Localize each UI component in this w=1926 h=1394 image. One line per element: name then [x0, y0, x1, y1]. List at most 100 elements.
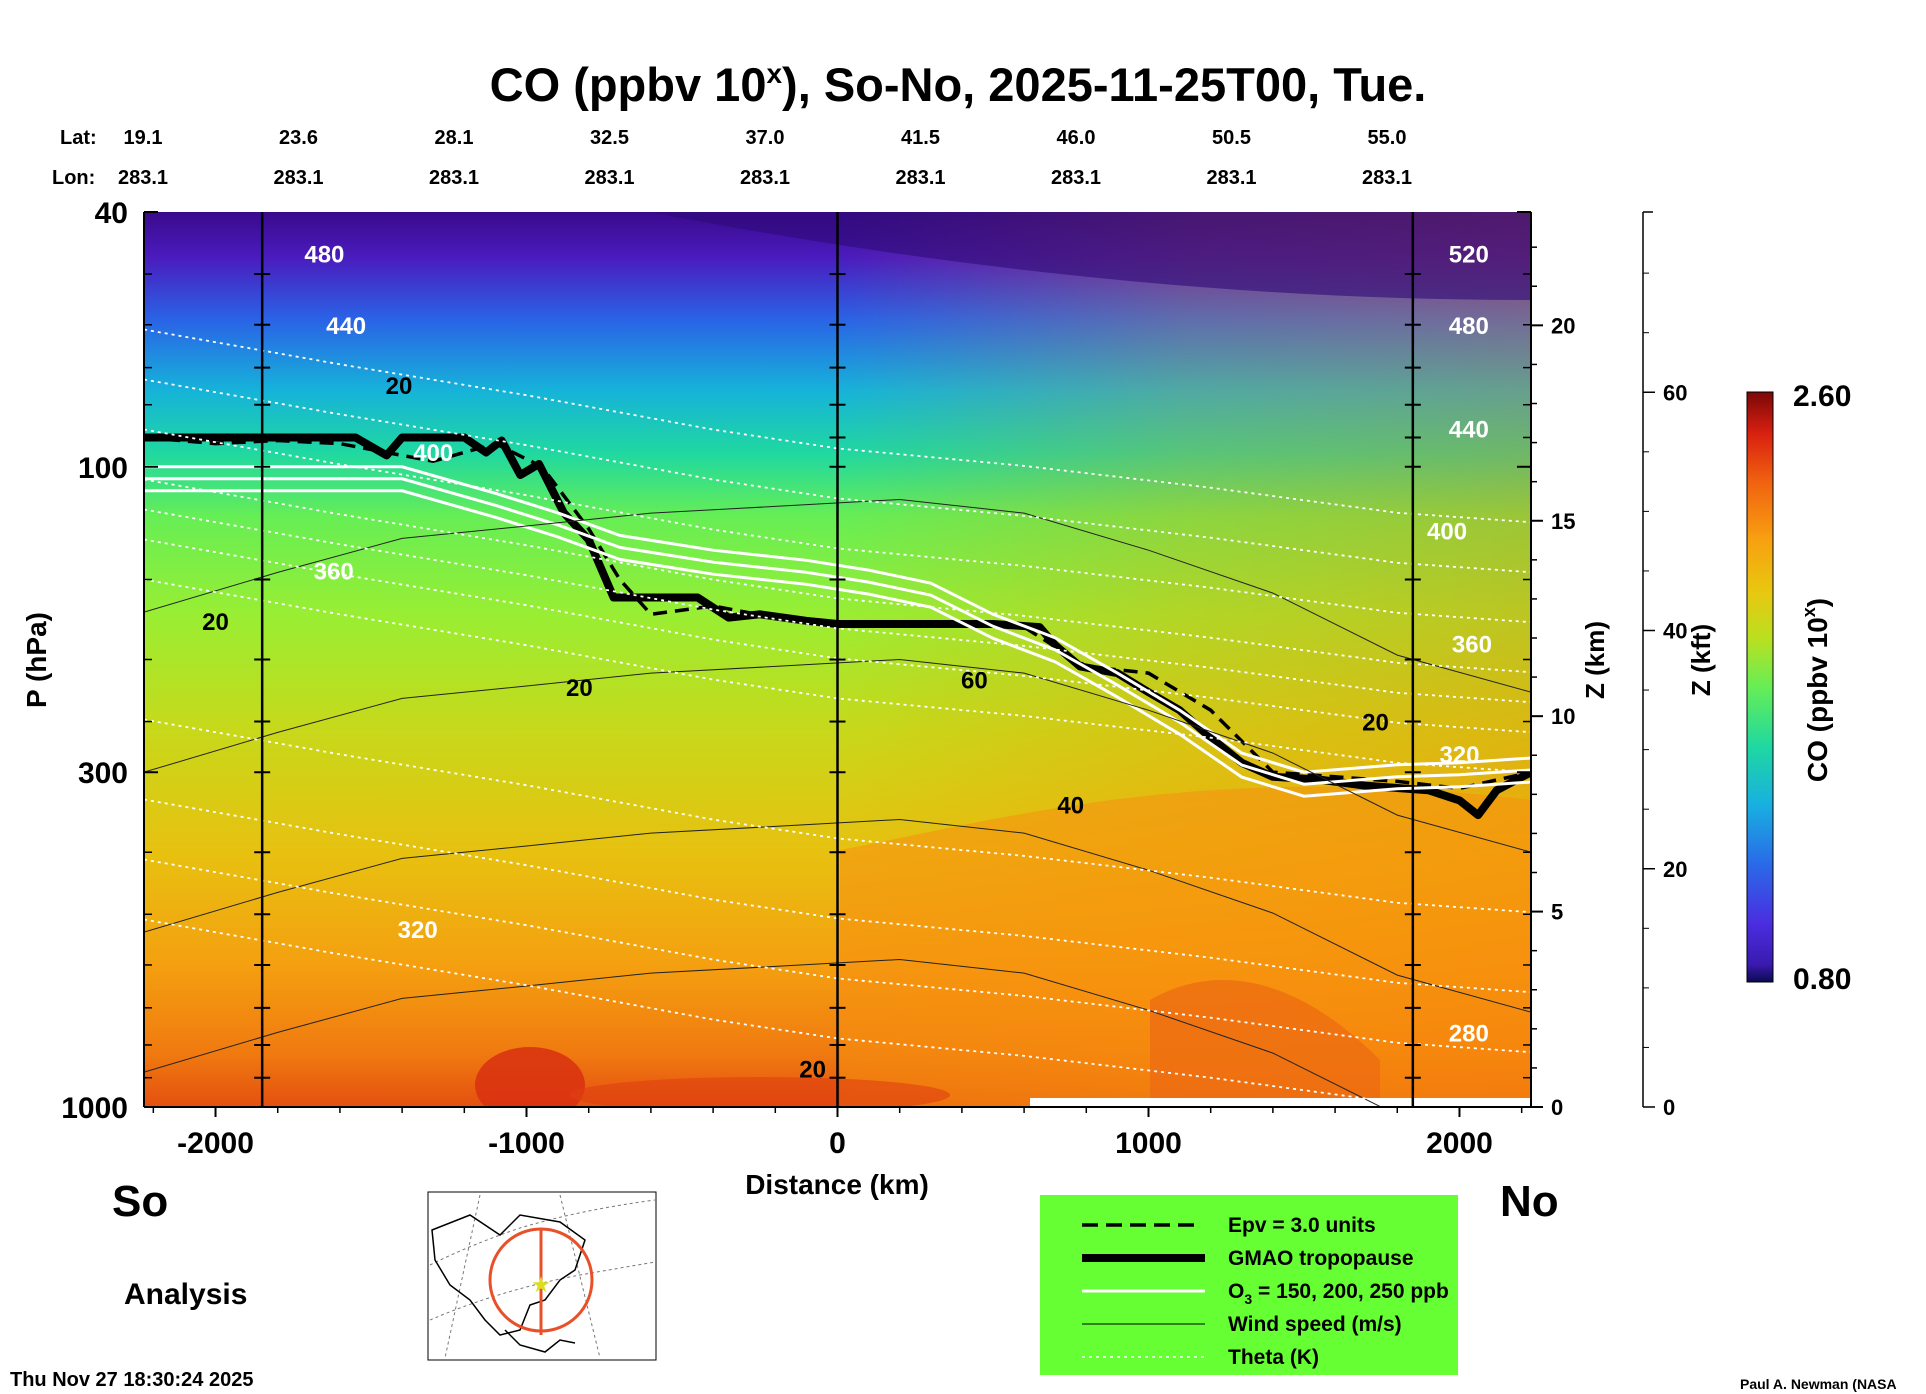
map-coastline — [431, 1214, 586, 1336]
series-theta-isentrope — [144, 478, 1531, 674]
lon-value: 283.1 — [118, 167, 168, 189]
south-label: So — [112, 1177, 168, 1226]
theta-contour-label: 480 — [1449, 313, 1489, 340]
map-coastline — [504, 1329, 576, 1353]
lat-value: 46.0 — [1057, 127, 1096, 149]
series-white-offset — [144, 489, 1531, 798]
map-graticule — [429, 1199, 656, 1266]
legend-label-wind: Wind speed (m/s) — [1228, 1313, 1402, 1336]
series-white — [144, 465, 1531, 774]
theta-contour-label: 440 — [326, 313, 366, 340]
overlay-series — [144, 328, 1531, 1107]
lon-value: 283.1 — [1051, 167, 1101, 189]
timestamp: Thu Nov 27 18:30:24 2025 — [10, 1369, 253, 1391]
legend: Epv = 3.0 units GMAO tropopause O3 = 150… — [1040, 1195, 1458, 1375]
terrain-strip — [1030, 1098, 1531, 1107]
z-km-axis: 0 5 10 15 20 — [1531, 246, 1575, 1120]
lon-value: 283.1 — [1206, 167, 1256, 189]
lat-value: 32.5 — [590, 127, 629, 149]
co-low-region-top — [650, 212, 1531, 300]
map-graticule — [429, 1261, 656, 1321]
x-tick-label: -2000 — [177, 1127, 254, 1160]
lat-value: 41.5 — [901, 127, 940, 149]
section-vertical-lines — [254, 212, 1421, 1107]
credit: Paul A. Newman (NASA — [1740, 1376, 1897, 1392]
z-kft-tick-label: 20 — [1663, 857, 1687, 882]
lon-value: 283.1 — [429, 167, 479, 189]
theta-contour-label: 520 — [1449, 242, 1489, 269]
lon-value: 283.1 — [740, 167, 790, 189]
wind-contour-label: 20 — [566, 675, 593, 702]
z-km-tick-label: 15 — [1551, 509, 1575, 534]
lat-row-label: Lat: — [60, 127, 97, 149]
wind-contour-label: 60 — [961, 668, 988, 695]
lat-value: 19.1 — [124, 127, 163, 149]
contour-labels: 520 480 440 400 360 320 520 480 440 400 360 320 280 2… — [202, 212, 1492, 1084]
colorbar-min-label: 0.80 — [1793, 963, 1851, 996]
co-hotspot-south — [475, 1047, 585, 1107]
wind-contour-label: 20 — [1362, 709, 1389, 736]
p-tick-label: 300 — [78, 757, 128, 790]
series-white-offset — [144, 477, 1531, 786]
co-hotspot-surface — [570, 1077, 950, 1107]
z-km-tick-label: 10 — [1551, 704, 1575, 729]
theta-contour-label: 320 — [398, 917, 438, 944]
legend-label-epv: Epv = 3.0 units — [1228, 1214, 1376, 1237]
lat-value: 28.1 — [435, 127, 474, 149]
series-theta-isentrope — [144, 858, 1531, 1054]
colorbar — [1746, 391, 1774, 983]
colorbar-title: CO (ppbv 10x) — [1799, 598, 1833, 782]
lat-value: 55.0 — [1368, 127, 1407, 149]
z-kft-tick-label: 60 — [1663, 380, 1687, 405]
x-axis: -2000 -1000 0 1000 2000 — [152, 1107, 1523, 1160]
lat-value: 23.6 — [279, 127, 318, 149]
map-center-star-icon: ★ — [531, 1272, 551, 1297]
lat-value: 37.0 — [746, 127, 785, 149]
x-tick-label: 0 — [829, 1127, 846, 1160]
x-tick-label: 1000 — [1115, 1127, 1182, 1160]
z-kft-tick-label: 40 — [1663, 619, 1687, 644]
series-theta-isentrope — [144, 918, 1470, 1107]
theta-contour-label: 400 — [1427, 519, 1467, 546]
lat-lon-header: 19.1 23.6 28.1 32.5 37.0 41.5 46.0 50.5 55.0 283.… — [118, 127, 1412, 189]
co-high-region-north — [840, 786, 1531, 1107]
z-km-axis-title: Z (km) — [1580, 621, 1610, 699]
lon-row-label: Lon: — [52, 167, 95, 189]
lat-value: 50.5 — [1212, 127, 1251, 149]
north-label: No — [1500, 1177, 1559, 1226]
theta-contour-label: 440 — [1449, 416, 1489, 443]
x-axis-title: Distance (km) — [745, 1169, 929, 1200]
z-km-tick-label: 0 — [1551, 1095, 1563, 1120]
p-tick-label: 40 — [95, 197, 128, 230]
series-dotted — [144, 578, 1531, 774]
series-theta-isentrope — [144, 538, 1531, 734]
z-kft-axis-title: Z (kft) — [1686, 624, 1716, 696]
theta-contour-label: 320 — [1439, 742, 1479, 769]
legend-label-o3: O3 = 150, 200, 250 ppb — [1228, 1280, 1449, 1307]
series-theta-isentrope — [144, 798, 1531, 994]
theta-contour-label: 480 — [304, 242, 344, 269]
wind-contour-label: 20 — [799, 1057, 826, 1084]
theta-contour-label: 400 — [413, 440, 453, 467]
z-km-tick-label: 20 — [1551, 313, 1575, 338]
map-graticule — [559, 1194, 601, 1359]
y-axis-title: P (hPa) — [21, 612, 52, 708]
p-tick-label: 100 — [78, 452, 128, 485]
wind-contour-label: 20 — [386, 373, 413, 400]
map-graticule — [444, 1194, 481, 1359]
wind-contour-label: 20 — [202, 609, 229, 636]
theta-contour-label: 280 — [1449, 1020, 1489, 1047]
wind-contour-label: 40 — [1057, 793, 1084, 820]
colorbar-max-label: 2.60 — [1793, 380, 1851, 413]
inset-map: ★ — [427, 1191, 657, 1361]
pressure-axis: 40 100 300 1000 — [61, 197, 1531, 1125]
lon-value: 283.1 — [584, 167, 634, 189]
lon-value: 283.1 — [273, 167, 323, 189]
p-tick-label: 1000 — [61, 1092, 128, 1125]
analysis-label: Analysis — [124, 1278, 247, 1311]
theta-contour-label: 360 — [314, 559, 354, 586]
series-theta-isentrope — [144, 508, 1531, 704]
series-theta-isentrope — [144, 718, 1531, 914]
theta-contour-label: 360 — [1452, 631, 1492, 658]
